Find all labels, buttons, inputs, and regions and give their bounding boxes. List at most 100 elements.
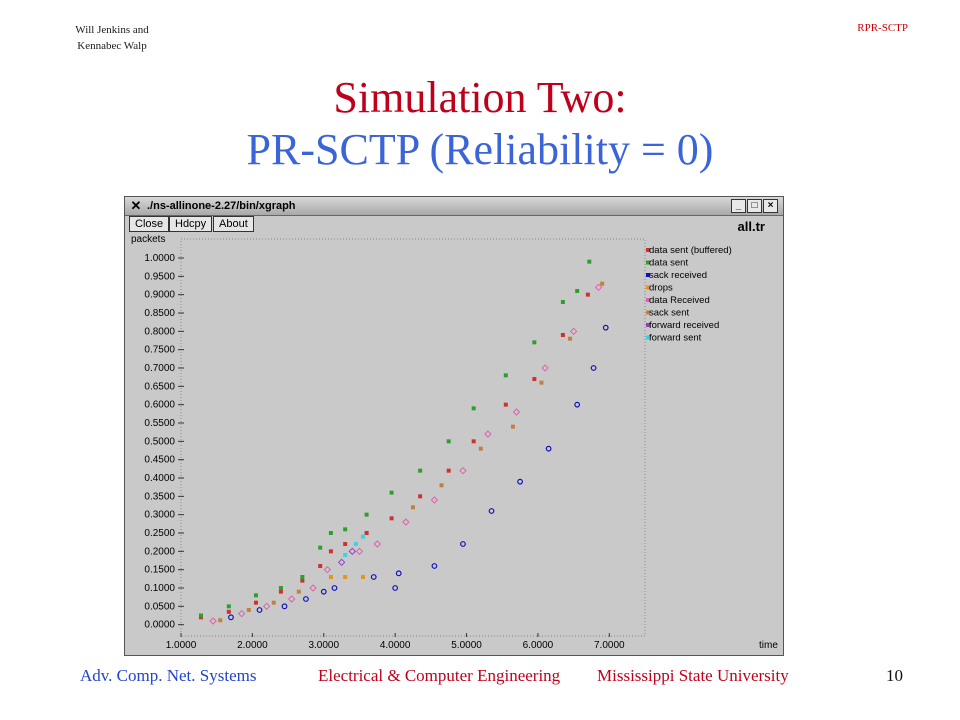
y-tick-label: 1.0000: [144, 253, 175, 264]
data-point: [353, 542, 358, 546]
data-point: [343, 542, 348, 546]
y-tick-label: 0.8000: [144, 326, 175, 337]
data-point: [389, 516, 394, 521]
y-tick-label: 0.3500: [144, 491, 175, 502]
slide-topic: RPR-SCTP: [857, 22, 908, 34]
data-point: [389, 490, 394, 495]
close-window-button[interactable]: ×: [763, 199, 778, 213]
legend-swatch: [646, 310, 650, 315]
data-point: [471, 406, 476, 411]
data-point: [373, 540, 382, 548]
data-point: [395, 570, 402, 577]
data-point: [355, 547, 364, 556]
data-point: [431, 563, 438, 569]
data-point: [575, 289, 580, 293]
about-button[interactable]: About: [213, 216, 254, 232]
data-point: [343, 527, 348, 532]
y-tick-label: 0.7000: [144, 363, 175, 374]
legend-swatch: [646, 248, 650, 252]
data-point: [296, 589, 301, 594]
data-point: [600, 281, 605, 286]
y-tick-label: 0.1500: [144, 565, 175, 576]
y-tick-label: 0.9500: [144, 271, 175, 282]
y-tick-label: 0.4000: [144, 473, 175, 484]
data-point: [574, 401, 581, 408]
data-point: [318, 545, 323, 550]
data-point: [361, 575, 366, 579]
x-tick-label: 4.0000: [380, 640, 411, 651]
data-point: [218, 618, 223, 623]
data-point: [262, 602, 271, 611]
y-tick-label: 0.2500: [144, 528, 175, 539]
data-point: [278, 589, 283, 594]
data-point: [209, 617, 217, 625]
data-point: [337, 558, 346, 567]
data-point: [446, 439, 451, 444]
slide-title: Simulation Two: PR-SCTP (Reliability = 0…: [0, 72, 960, 176]
data-point: [392, 585, 399, 591]
x-tick-label: 5.0000: [451, 640, 482, 651]
authors: Will Jenkins and Kennabec Walp: [52, 22, 172, 54]
xgraph-window: ✕ ./ns-allinone-2.27/bin/xgraph _ □ × Cl…: [124, 196, 784, 656]
data-point: [256, 607, 263, 613]
data-point: [460, 541, 466, 547]
plot-frame: [180, 238, 646, 637]
data-point: [430, 496, 439, 504]
x-tick-label: 3.0000: [308, 640, 339, 651]
data-point: [278, 586, 283, 590]
legend-swatch: [646, 298, 650, 302]
x-tick-label: 6.0000: [523, 640, 554, 651]
data-point: [503, 373, 508, 378]
data-point: [478, 446, 483, 451]
data-point: [318, 564, 323, 568]
data-point: [545, 445, 552, 452]
data-point: [320, 588, 327, 595]
legend-label: sack received: [649, 270, 707, 281]
data-point: [560, 300, 565, 304]
y-tick-label: 0.6000: [144, 400, 175, 411]
footer-department: Electrical & Computer Engineering: [318, 666, 561, 685]
data-point: [488, 508, 495, 514]
y-tick-label: 0.0000: [144, 620, 175, 631]
data-point: [281, 603, 288, 610]
data-point: [512, 408, 521, 416]
data-point: [348, 547, 357, 556]
data-point: [271, 600, 276, 605]
data-point: [309, 584, 317, 592]
data-point: [328, 531, 333, 535]
data-point: [226, 609, 231, 614]
data-point: [328, 549, 333, 554]
data-point: [532, 377, 537, 381]
data-point: [343, 575, 348, 579]
chart-title: all.tr: [737, 219, 765, 234]
data-point: [253, 600, 258, 605]
data-point: [364, 512, 369, 517]
data-point: [228, 614, 234, 621]
data-point: [418, 494, 423, 499]
x-axis-label: time: [759, 640, 778, 651]
legend-label: forward sent: [649, 333, 702, 344]
close-button[interactable]: Close: [129, 216, 170, 232]
data-point: [471, 439, 476, 444]
data-point: [446, 468, 451, 473]
legend-label: sack sent: [649, 308, 689, 319]
y-tick-label: 0.6500: [144, 381, 175, 392]
maximize-button[interactable]: □: [747, 199, 762, 213]
hardcopy-button[interactable]: Hdcpy: [169, 216, 213, 232]
window-titlebar[interactable]: ✕ ./ns-allinone-2.27/bin/xgraph _ □ ×: [125, 197, 783, 216]
legend-label: data Received: [649, 295, 710, 306]
y-tick-label: 0.8500: [144, 308, 175, 319]
slide-title-line-1: Simulation Two:: [333, 73, 627, 122]
legend-swatch: [646, 335, 650, 340]
data-point: [532, 340, 537, 345]
data-point: [402, 518, 410, 526]
minimize-button[interactable]: _: [731, 199, 746, 213]
data-point: [418, 468, 423, 473]
data-point: [568, 336, 573, 341]
data-point: [587, 259, 592, 264]
data-point: [590, 365, 597, 371]
data-point: [517, 478, 523, 485]
y-tick-label: 0.7500: [144, 345, 175, 356]
x-logo-icon[interactable]: ✕: [130, 198, 142, 213]
data-point: [226, 604, 231, 609]
